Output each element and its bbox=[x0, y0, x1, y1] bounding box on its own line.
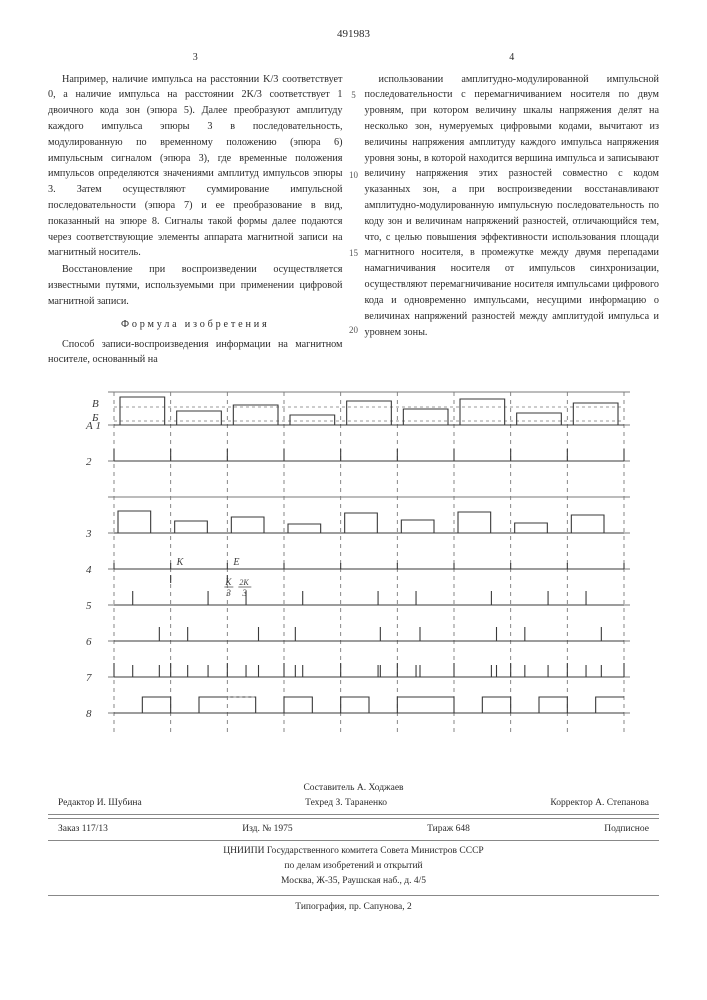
right-para: использовании амплитудно-модулированной … bbox=[365, 72, 660, 341]
footer: Составитель А. Ходжаев Редактор И. Шубин… bbox=[48, 781, 659, 915]
col-num-left: 3 bbox=[48, 50, 343, 66]
line-num-10: 10 bbox=[347, 170, 361, 180]
right-column: 4 использовании амплитудно-модулированно… bbox=[365, 50, 660, 369]
svg-text:3: 3 bbox=[225, 588, 231, 598]
footer-editor: Редактор И. Шубина bbox=[58, 796, 142, 811]
svg-text:2: 2 bbox=[86, 456, 92, 468]
line-num-20: 20 bbox=[347, 325, 361, 335]
svg-text:K: K bbox=[224, 577, 232, 587]
footer-org2: по делам изобретений и открытий bbox=[48, 859, 659, 874]
footer-techred: Техред З. Тараненко bbox=[305, 796, 387, 811]
footer-izd: Изд. № 1975 bbox=[242, 822, 292, 837]
svg-text:4: 4 bbox=[86, 564, 92, 576]
footer-typo: Типография, пр. Сапунова, 2 bbox=[48, 895, 659, 915]
svg-text:3: 3 bbox=[85, 528, 92, 540]
line-num-15: 15 bbox=[347, 248, 361, 258]
footer-corrector: Корректор А. Степанова bbox=[550, 796, 649, 811]
footer-org1: ЦНИИПИ Государственного комитета Совета … bbox=[48, 844, 659, 859]
left-para-1: Например, наличие импульса на расстоянии… bbox=[48, 72, 343, 262]
svg-text:В: В bbox=[92, 398, 99, 410]
svg-text:6: 6 bbox=[86, 636, 92, 648]
svg-text:А 1: А 1 bbox=[85, 420, 101, 432]
line-num-5: 5 bbox=[347, 90, 361, 100]
footer-compiler: Составитель А. Ходжаев bbox=[48, 781, 659, 796]
svg-text:7: 7 bbox=[86, 672, 92, 684]
svg-text:K: K bbox=[175, 557, 184, 568]
formula-title: Формула изобретения bbox=[48, 317, 343, 333]
col-num-right: 4 bbox=[365, 50, 660, 66]
svg-text:8: 8 bbox=[86, 708, 92, 720]
svg-text:5: 5 bbox=[86, 600, 92, 612]
document-number: 491983 bbox=[48, 28, 659, 40]
svg-text:E: E bbox=[232, 557, 239, 568]
footer-podpis: Подписное bbox=[604, 822, 649, 837]
footer-addr: Москва, Ж-35, Раушская наб., д. 4/5 bbox=[48, 874, 659, 889]
left-para-2: Восстановление при воспроизведении осуще… bbox=[48, 262, 343, 309]
footer-tirazh: Тираж 648 bbox=[427, 822, 470, 837]
timing-diagram: ВБА 12345678KEK32K3 bbox=[74, 387, 634, 757]
footer-order: Заказ 117/13 bbox=[58, 822, 108, 837]
left-tail: Способ записи-воспроизведения информации… bbox=[48, 337, 343, 369]
left-column: 3 Например, наличие импульса на расстоян… bbox=[48, 50, 343, 369]
svg-text:2K: 2K bbox=[239, 578, 249, 587]
